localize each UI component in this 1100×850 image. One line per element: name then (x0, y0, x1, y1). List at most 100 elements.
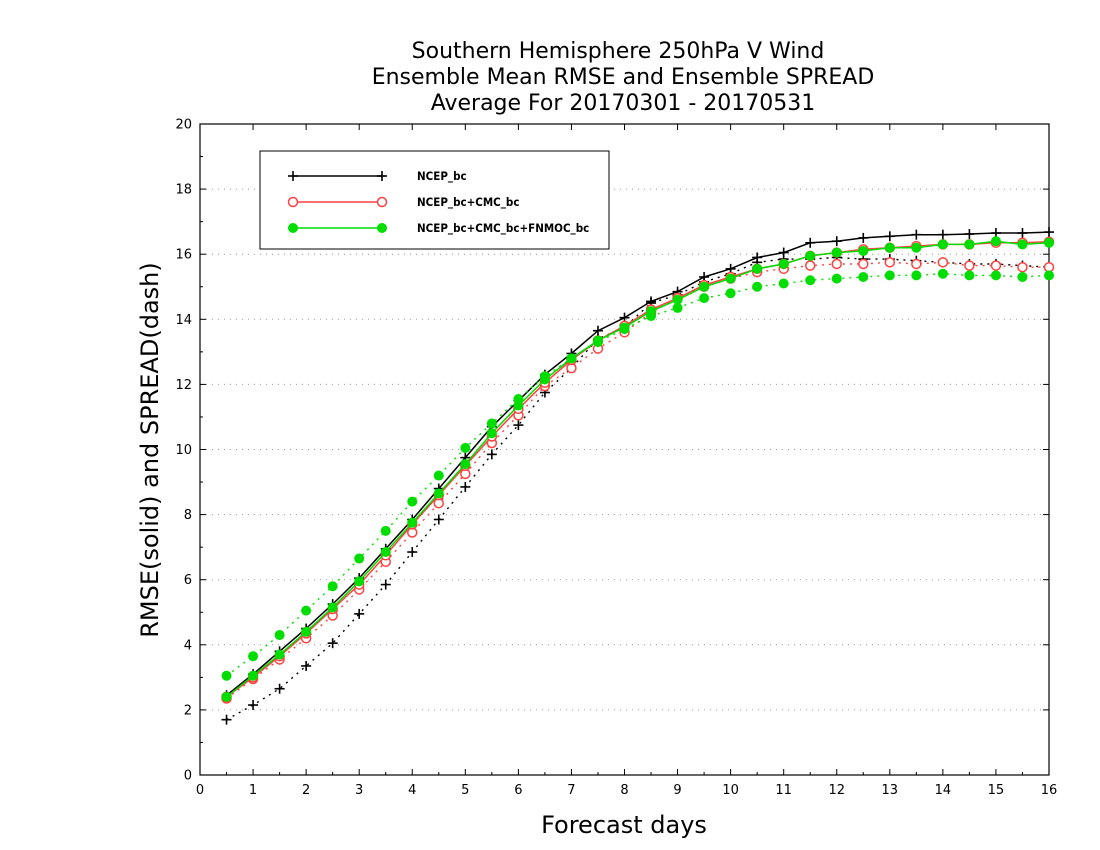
rmse-point-ncep-bc-cmc-bc-fnmoc-bc (911, 242, 922, 253)
legend-marker-ncep-bc-cmc-bc (376, 196, 388, 208)
spread-point-ncep-bc-cmc-bc-fnmoc-bc (460, 442, 471, 453)
spread-point-ncep-bc-cmc-bc-fnmoc-bc (884, 270, 895, 281)
rmse-point-ncep-bc-cmc-bc-fnmoc-bc (433, 488, 444, 499)
x-tick-label: 10 (722, 783, 739, 798)
spread-point-ncep-bc (433, 514, 444, 525)
rmse-point-ncep-bc (752, 252, 763, 263)
spread-point-ncep-bc (221, 714, 232, 725)
legend-box (259, 150, 610, 250)
spread-point-ncep-bc-cmc-bc-fnmoc-bc (805, 275, 816, 286)
spread-point-ncep-bc-cmc-bc-fnmoc-bc (699, 293, 710, 304)
x-tick-label: 6 (514, 783, 522, 798)
rmse-point-ncep-bc-cmc-bc-fnmoc-bc (407, 517, 418, 528)
rmse-point-ncep-bc-cmc-bc-fnmoc-bc (672, 294, 683, 305)
rmse-point-ncep-bc (778, 247, 789, 258)
rmse-point-ncep-bc-cmc-bc-fnmoc-bc (805, 250, 816, 261)
spread-point-ncep-bc (380, 579, 391, 590)
legend-marker-ncep-bc (377, 171, 387, 181)
spread-point-ncep-bc-cmc-bc-fnmoc-bc (327, 581, 338, 592)
spread-point-ncep-bc (407, 547, 418, 558)
y-tick-label: 8 (184, 508, 192, 523)
rmse-point-ncep-bc-cmc-bc-fnmoc-bc (1017, 239, 1028, 250)
legend-marker-ncep-bc-cmc-bc-fnmoc-bc (377, 223, 387, 233)
spread-point-ncep-bc-cmc-bc-fnmoc-bc (433, 470, 444, 481)
rmse-point-ncep-bc-cmc-bc-fnmoc-bc (725, 273, 736, 284)
rmse-point-ncep-bc-cmc-bc-fnmoc-bc (990, 236, 1001, 247)
x-tick-label: 0 (196, 783, 204, 798)
rmse-point-ncep-bc-cmc-bc-fnmoc-bc (513, 400, 524, 411)
rmse-point-ncep-bc-cmc-bc-fnmoc-bc (354, 576, 365, 587)
spread-point-ncep-bc (486, 449, 497, 460)
legend-marker-ncep-bc-cmc-bc (287, 196, 299, 208)
series-ncep-bc (221, 227, 1054, 725)
rmse-point-ncep-bc-cmc-bc-fnmoc-bc (460, 459, 471, 470)
spread-point-ncep-bc-cmc-bc-fnmoc-bc (964, 270, 975, 281)
rmse-point-ncep-bc-cmc-bc-fnmoc-bc (301, 626, 312, 637)
spread-point-ncep-bc-cmc-bc-fnmoc-bc (486, 418, 497, 429)
spread-point-ncep-bc-cmc-bc (990, 260, 1002, 271)
spread-point-ncep-bc-cmc-bc-fnmoc-bc (380, 525, 391, 536)
rmse-point-ncep-bc-cmc-bc-fnmoc-bc (274, 649, 285, 660)
rmse-point-ncep-bc (1017, 228, 1028, 239)
y-tick-label: 14 (175, 313, 192, 328)
spread-point-ncep-bc-cmc-bc (804, 260, 816, 271)
spread-line-ncep-bc-cmc-bc (226, 261, 1049, 700)
rmse-point-ncep-bc-cmc-bc-fnmoc-bc (619, 322, 630, 333)
spread-point-ncep-bc-cmc-bc (964, 260, 975, 271)
chart-title: Southern Hemisphere 250hPa V Wind Ensemb… (372, 39, 875, 116)
x-tick-label: 7 (567, 783, 575, 798)
axes: 0 1 2 3 4 5 6 7 8 9 10 11 12 13 14 15 160246810121416182… (175, 118, 1057, 799)
y-tick-label: 10 (175, 443, 192, 458)
spread-point-ncep-bc-cmc-bc (831, 258, 842, 270)
x-tick-label: 4 (408, 783, 416, 798)
spread-point-ncep-bc-cmc-bc-fnmoc-bc (725, 288, 736, 299)
legend-marker-ncep-bc-cmc-bc-fnmoc-bc (288, 223, 298, 233)
spread-point-ncep-bc-cmc-bc-fnmoc-bc (911, 270, 922, 281)
series-ncep-bc-cmc-bc (221, 236, 1055, 704)
rmse-point-ncep-bc-cmc-bc-fnmoc-bc (964, 239, 975, 250)
rmse-point-ncep-bc (964, 229, 975, 240)
rmse-point-ncep-bc (1044, 227, 1054, 238)
chart-title-line-2: Ensemble Mean RMSE and Ensemble SPREAD (372, 65, 875, 90)
x-tick-label: 9 (673, 783, 681, 798)
spread-point-ncep-bc (301, 660, 312, 671)
x-tick-label: 16 (1041, 783, 1058, 798)
spread-point-ncep-bc-cmc-bc (1017, 261, 1028, 273)
spread-point-ncep-bc-cmc-bc-fnmoc-bc (831, 273, 842, 284)
legend-label-ncep-bc-cmc-bc-fnmoc-bc: NCEP_bc+CMC_bc+FNMOC_bc (417, 221, 589, 236)
series-ncep-bc-cmc-bc-fnmoc-bc (221, 236, 1054, 702)
chart-title-line-1: Southern Hemisphere 250hPa V Wind (412, 39, 825, 64)
x-axis-label: Forecast days (541, 811, 707, 839)
spread-point-ncep-bc-cmc-bc-fnmoc-bc (937, 268, 948, 279)
spread-point-ncep-bc-cmc-bc-fnmoc-bc (752, 281, 763, 292)
spread-point-ncep-bc-cmc-bc-fnmoc-bc (858, 271, 869, 282)
rmse-point-ncep-bc-cmc-bc-fnmoc-bc (248, 670, 259, 681)
spread-line-ncep-bc (226, 256, 1050, 721)
legend-label-ncep-bc: NCEP_bc (417, 169, 467, 184)
spread-point-ncep-bc (513, 420, 524, 431)
spread-point-ncep-bc-cmc-bc (884, 257, 896, 268)
x-tick-label: 12 (828, 783, 845, 798)
y-tick-label: 16 (175, 248, 192, 263)
spread-point-ncep-bc-cmc-bc-fnmoc-bc (1017, 271, 1028, 282)
rmse-point-ncep-bc-cmc-bc-fnmoc-bc (380, 547, 391, 558)
rmse-point-ncep-bc-cmc-bc-fnmoc-bc (1044, 237, 1054, 248)
x-tick-label: 5 (461, 783, 469, 798)
rmse-point-ncep-bc-cmc-bc-fnmoc-bc (858, 245, 869, 256)
rmse-point-ncep-bc (884, 231, 895, 242)
rmse-point-ncep-bc-cmc-bc-fnmoc-bc (884, 242, 895, 253)
y-axis-label: RMSE(solid) and SPREAD(dash) (136, 262, 164, 638)
rmse-point-ncep-bc-cmc-bc-fnmoc-bc (327, 602, 338, 613)
spread-point-ncep-bc-cmc-bc (911, 258, 922, 270)
x-tick-label: 8 (620, 783, 628, 798)
spread-point-ncep-bc-cmc-bc-fnmoc-bc (301, 605, 312, 616)
rmse-point-ncep-bc-cmc-bc-fnmoc-bc (566, 353, 577, 364)
spread-point-ncep-bc-cmc-bc-fnmoc-bc (1044, 270, 1054, 281)
rmse-point-ncep-bc-cmc-bc-fnmoc-bc (752, 263, 763, 274)
spread-point-ncep-bc-cmc-bc-fnmoc-bc (778, 278, 789, 289)
spread-point-ncep-bc-cmc-bc-fnmoc-bc (274, 630, 285, 641)
y-tick-label: 20 (175, 118, 192, 133)
spread-point-ncep-bc-cmc-bc-fnmoc-bc (221, 670, 232, 681)
y-tick-label: 4 (184, 638, 192, 653)
